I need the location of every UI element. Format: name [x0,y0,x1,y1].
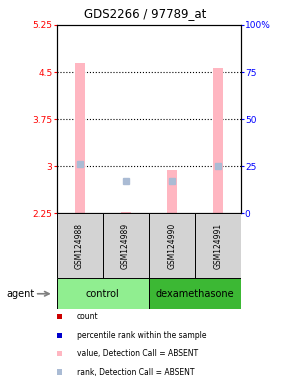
Text: GSM124988: GSM124988 [75,223,84,269]
Bar [121,212,131,213]
Text: agent: agent [6,289,35,299]
Text: GSM124991: GSM124991 [213,223,222,269]
Bar [57,351,62,356]
Text: GSM124989: GSM124989 [121,223,130,269]
Bar [57,333,62,338]
Bar [57,369,62,375]
Text: percentile rank within the sample: percentile rank within the sample [77,331,206,340]
Bar [148,213,195,278]
Bar [103,213,148,278]
Bar [213,68,223,213]
Bar [57,213,103,278]
Text: count: count [77,312,99,321]
Bar [75,63,85,213]
Text: control: control [86,289,119,299]
Bar [57,314,62,319]
Text: value, Detection Call = ABSENT: value, Detection Call = ABSENT [77,349,198,358]
Text: GDS2266 / 97789_at: GDS2266 / 97789_at [84,7,206,20]
Text: dexamethasone: dexamethasone [155,289,234,299]
Bar [148,278,241,309]
Bar [195,213,241,278]
Bar [166,170,177,213]
Bar [57,278,148,309]
Text: GSM124990: GSM124990 [167,223,176,269]
Text: rank, Detection Call = ABSENT: rank, Detection Call = ABSENT [77,367,194,377]
